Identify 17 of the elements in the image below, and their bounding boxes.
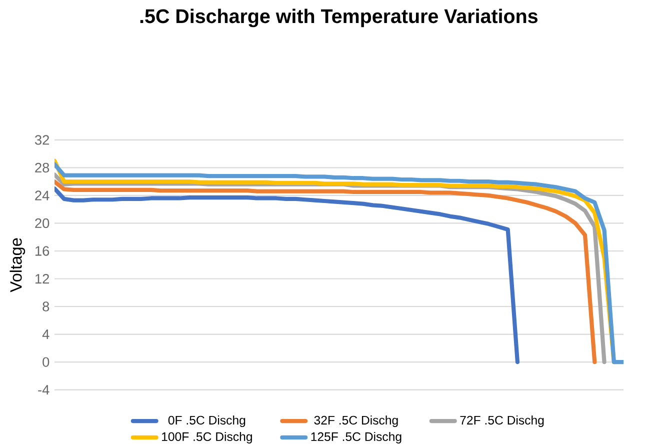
y-axis-title: Voltage (10, 238, 26, 292)
legend-label: 125F .5C Dischg (311, 432, 402, 444)
y-tick-label: 12 (36, 274, 49, 284)
y-tick-label: 0 (42, 356, 50, 367)
chart-title: .5C Discharge with Temperature Variations (140, 8, 538, 27)
y-tick-label: 24 (35, 190, 50, 200)
y-tick-label: 4 (42, 329, 50, 339)
y-tick-label: -4 (38, 384, 50, 394)
legend-label: 0F .5C Dischg (168, 415, 246, 427)
y-tick-label: 28 (35, 162, 50, 172)
y-tick-label: 20 (35, 218, 50, 228)
legend-label: 32F .5C Dischg (314, 415, 398, 427)
legend-label: 100F .5C Dischg (162, 432, 252, 444)
legend-label: 72F .5C Dischg (460, 415, 544, 427)
y-tick-label: 32 (34, 134, 49, 145)
y-tick-label: 16 (36, 246, 50, 256)
y-tick-label: 8 (42, 301, 50, 312)
